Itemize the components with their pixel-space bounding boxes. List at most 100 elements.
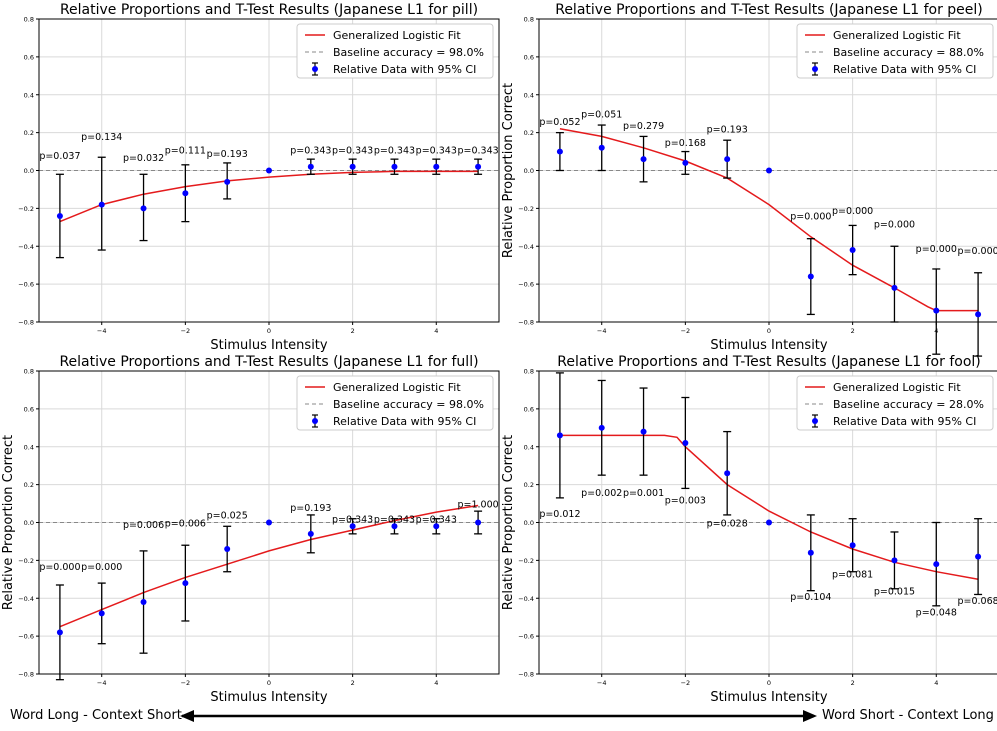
data-point	[307, 530, 314, 537]
y-tick-label: 0.0	[524, 167, 534, 175]
data-point	[349, 523, 356, 530]
legend-fit-label: Generalized Logistic Fit	[333, 29, 461, 42]
legend: Generalized Logistic Fit Baseline accurac…	[796, 375, 994, 431]
legend-baseline-label: Baseline accuracy = 98.0%	[333, 398, 484, 411]
y-tick-label: 0.4	[524, 91, 534, 99]
y-tick-label: 0.6	[24, 405, 34, 413]
data-point	[807, 549, 814, 556]
p-value-label: p=0.000	[39, 562, 80, 573]
y-tick-label: 0.2	[524, 481, 534, 489]
data-point	[307, 163, 314, 170]
arrow-head-right	[803, 710, 817, 722]
y-tick-label: 0.8	[24, 368, 34, 376]
x-tick-label: 0	[267, 327, 271, 335]
x-tick-label: 0	[267, 679, 271, 687]
y-tick-label: −0.6	[18, 281, 34, 289]
x-axis-label: Stimulus Intensity	[710, 690, 828, 705]
y-tick-label: −0.4	[18, 595, 34, 603]
y-tick-label: 0.4	[524, 443, 534, 451]
p-value-label: p=0.081	[832, 569, 873, 580]
x-tick-label: −4	[97, 327, 107, 335]
data-point	[724, 156, 731, 163]
y-tick-label: −0.2	[18, 205, 34, 213]
y-tick-label: 0.6	[524, 405, 534, 413]
p-value-label: p=0.000	[790, 212, 831, 223]
x-tick-label: −2	[181, 327, 191, 335]
y-tick-label: 0.0	[24, 167, 34, 175]
x-tick-label: 4	[434, 679, 438, 687]
data-point	[975, 553, 982, 560]
data-point	[140, 599, 147, 606]
p-value-label: p=0.000	[957, 246, 997, 257]
p-value-label: p=0.111	[165, 145, 206, 156]
data-point	[98, 610, 105, 617]
legend-data-swatch	[812, 418, 818, 424]
x-tick-label: −2	[181, 679, 191, 687]
legend-box	[796, 375, 994, 431]
p-value-label: p=0.052	[539, 117, 580, 128]
data-point	[182, 580, 189, 587]
data-point	[182, 190, 189, 197]
y-tick-label: 0.6	[24, 53, 34, 61]
y-tick-label: 0.2	[24, 129, 34, 137]
legend-data-label: Relative Data with 95% CI	[833, 415, 976, 428]
x-axis-label: Stimulus Intensity	[210, 338, 328, 353]
x-tick-label: 4	[934, 327, 938, 335]
x-axis-label: Stimulus Intensity	[210, 690, 328, 705]
data-point	[724, 470, 731, 477]
p-value-label: p=0.343	[374, 515, 415, 526]
x-tick-label: 2	[351, 679, 355, 687]
data-point	[849, 542, 856, 549]
legend-fit-label: Generalized Logistic Fit	[833, 29, 961, 42]
data-point	[640, 156, 647, 163]
legend-box	[296, 23, 494, 79]
y-tick-label: −0.8	[518, 319, 534, 327]
p-value-label: p=0.193	[290, 503, 331, 514]
y-tick-label: −0.4	[518, 595, 534, 603]
p-value-label: p=0.006	[123, 520, 164, 531]
p-value-label: p=1.000	[457, 499, 498, 510]
data-point	[556, 432, 563, 439]
y-tick-label: −0.8	[18, 319, 34, 327]
data-point	[682, 439, 689, 446]
data-point	[98, 201, 105, 208]
legend-data-swatch	[312, 66, 318, 72]
legend-data-label: Relative Data with 95% CI	[333, 63, 476, 76]
p-value-label: p=0.343	[374, 145, 415, 156]
y-tick-label: 0.4	[24, 443, 34, 451]
logistic-fit-curve	[559, 128, 979, 312]
footer-right-label: Word Short - Context Long	[822, 708, 994, 723]
data-point	[556, 148, 563, 155]
legend-data-label: Relative Data with 95% CI	[833, 63, 976, 76]
y-tick-label: −0.4	[518, 243, 534, 251]
p-value-label: p=0.000	[874, 219, 915, 230]
arrow-head-left	[180, 710, 194, 722]
y-tick-label: −0.2	[518, 205, 534, 213]
y-tick-label: 0.2	[24, 481, 34, 489]
legend-data-swatch	[312, 418, 318, 424]
data-point	[266, 167, 272, 174]
legend-baseline-label: Baseline accuracy = 28.0%	[833, 398, 984, 411]
y-tick-label: −0.6	[518, 633, 534, 641]
legend-box	[796, 23, 994, 79]
p-value-label: p=0.002	[581, 488, 622, 499]
data-point	[682, 159, 689, 166]
y-tick-label: −0.6	[18, 633, 34, 641]
logistic-fit-curve	[59, 170, 479, 223]
data-point	[975, 311, 982, 318]
p-value-label: p=0.000	[81, 562, 122, 573]
p-value-label: p=0.032	[123, 153, 164, 164]
data-point	[349, 163, 356, 170]
data-point	[266, 519, 272, 526]
data-point	[475, 519, 482, 526]
legend-fit-label: Generalized Logistic Fit	[333, 381, 461, 394]
p-value-label: p=0.051	[581, 109, 622, 120]
data-point	[391, 163, 398, 170]
y-axis-label: Relative Proportion Correct	[501, 435, 516, 610]
data-point	[891, 557, 898, 564]
